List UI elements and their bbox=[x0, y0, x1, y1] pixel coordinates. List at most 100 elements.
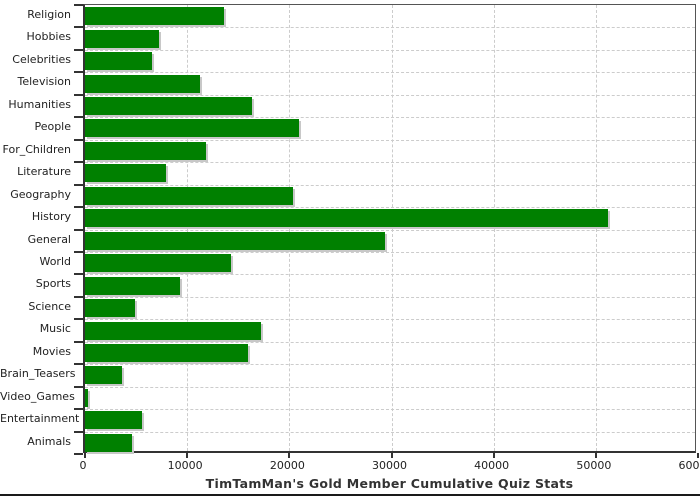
category-label: Geography bbox=[10, 187, 71, 201]
x-axis-tick bbox=[594, 453, 597, 458]
gridline-vertical bbox=[289, 5, 291, 451]
y-axis-tick bbox=[74, 273, 83, 276]
gridline-horizontal bbox=[85, 139, 695, 141]
bar-music bbox=[85, 321, 261, 340]
x-tick-label: 40000 bbox=[474, 459, 510, 472]
x-tick-label: 60000 bbox=[678, 459, 700, 472]
gridline-horizontal bbox=[85, 364, 695, 366]
x-tick-label: 0 bbox=[79, 459, 87, 472]
gridline-vertical bbox=[595, 5, 597, 451]
bar-celebrities bbox=[85, 52, 153, 71]
category-label: Science bbox=[28, 299, 71, 313]
gridline-horizontal bbox=[85, 386, 695, 388]
bar-movies bbox=[85, 343, 249, 362]
bar-general bbox=[85, 231, 386, 250]
bar-geography bbox=[85, 186, 294, 205]
category-label: World bbox=[39, 254, 71, 268]
y-axis-tick bbox=[74, 48, 83, 51]
x-tick-label: 20000 bbox=[269, 459, 305, 472]
y-axis-tick bbox=[74, 183, 83, 186]
bar-sports bbox=[85, 276, 180, 295]
bar-literature bbox=[85, 164, 166, 183]
category-label: General bbox=[27, 232, 71, 246]
bar-religion bbox=[85, 7, 224, 26]
category-label: Movies bbox=[32, 344, 71, 358]
gridline-horizontal bbox=[85, 117, 695, 119]
category-label: Entertainment bbox=[0, 412, 80, 426]
gridline-vertical bbox=[493, 5, 495, 451]
y-axis-tick bbox=[74, 363, 83, 366]
y-axis-tick bbox=[74, 206, 83, 209]
y-axis-tick bbox=[74, 318, 83, 321]
category-label: Animals bbox=[27, 434, 71, 448]
bar-brain_teasers bbox=[85, 366, 122, 385]
y-axis-tick bbox=[74, 228, 83, 231]
gridline-horizontal bbox=[85, 72, 695, 74]
bar-humanities bbox=[85, 97, 252, 116]
bottom-divider bbox=[0, 494, 700, 496]
y-axis-tick bbox=[74, 385, 83, 388]
gridline-horizontal bbox=[85, 207, 695, 209]
y-axis-tick bbox=[74, 116, 83, 119]
gridline-horizontal bbox=[85, 184, 695, 186]
category-label: Video_Games bbox=[0, 389, 75, 403]
gridline-vertical bbox=[187, 5, 189, 451]
bar-television bbox=[85, 74, 201, 93]
category-label: For_Children bbox=[2, 142, 71, 156]
bar-entertainment bbox=[85, 411, 143, 430]
x-axis-tick bbox=[492, 453, 495, 458]
bar-hobbies bbox=[85, 29, 159, 48]
gridline-horizontal bbox=[85, 49, 695, 51]
y-axis-tick bbox=[74, 138, 83, 141]
y-axis-tick bbox=[74, 4, 83, 6]
y-axis-tick bbox=[74, 250, 83, 253]
y-axis-tick bbox=[74, 26, 83, 29]
gridline-horizontal bbox=[85, 296, 695, 298]
category-label: Literature bbox=[17, 165, 71, 179]
category-label: People bbox=[34, 120, 71, 134]
y-axis-tick bbox=[74, 161, 83, 164]
plot-area bbox=[74, 4, 699, 458]
gridline-vertical bbox=[391, 5, 393, 451]
y-axis-tick bbox=[74, 71, 83, 74]
category-label: Religion bbox=[27, 8, 71, 21]
bar-world bbox=[85, 254, 232, 273]
y-axis-labels: Religion Hobbies Celebrities Television Huma… bbox=[0, 4, 80, 453]
y-axis-tick bbox=[74, 453, 83, 455]
y-axis-tick bbox=[74, 93, 83, 96]
y-axis-tick bbox=[74, 295, 83, 298]
chart-title: TimTamMan's Gold Member Cumulative Quiz … bbox=[205, 476, 574, 491]
gridline-horizontal bbox=[85, 341, 695, 343]
x-tick-label: 30000 bbox=[372, 459, 407, 472]
gridline-horizontal bbox=[85, 319, 695, 321]
gridline-horizontal bbox=[85, 229, 695, 231]
gridline-horizontal bbox=[85, 27, 695, 29]
category-label: Celebrities bbox=[12, 52, 71, 66]
x-axis-tick bbox=[288, 453, 291, 458]
bar-history bbox=[85, 209, 609, 228]
category-label: Music bbox=[39, 322, 71, 336]
x-tick-label: 10000 bbox=[167, 459, 203, 472]
y-axis-tick bbox=[74, 408, 83, 411]
x-axis-tick bbox=[186, 453, 189, 458]
category-label: Hobbies bbox=[26, 30, 71, 44]
bar-people bbox=[85, 119, 299, 138]
gridline-horizontal bbox=[85, 274, 695, 276]
y-axis-tick bbox=[74, 430, 83, 433]
gridline-horizontal bbox=[85, 162, 695, 164]
x-axis-tick bbox=[390, 453, 393, 458]
x-tick-label: 50000 bbox=[576, 459, 612, 472]
category-label: History bbox=[31, 210, 71, 224]
category-label: Humanities bbox=[8, 97, 71, 111]
x-axis-tick bbox=[84, 453, 86, 458]
gridline-horizontal bbox=[85, 94, 695, 96]
gridline-horizontal bbox=[85, 431, 695, 433]
bar-for_children bbox=[85, 141, 206, 160]
category-label: Television bbox=[17, 75, 72, 89]
category-label: Sports bbox=[35, 277, 71, 291]
bar-animals bbox=[85, 433, 132, 452]
gridline-horizontal bbox=[85, 409, 695, 411]
bar-science bbox=[85, 299, 136, 318]
bar-video_games bbox=[85, 388, 88, 407]
